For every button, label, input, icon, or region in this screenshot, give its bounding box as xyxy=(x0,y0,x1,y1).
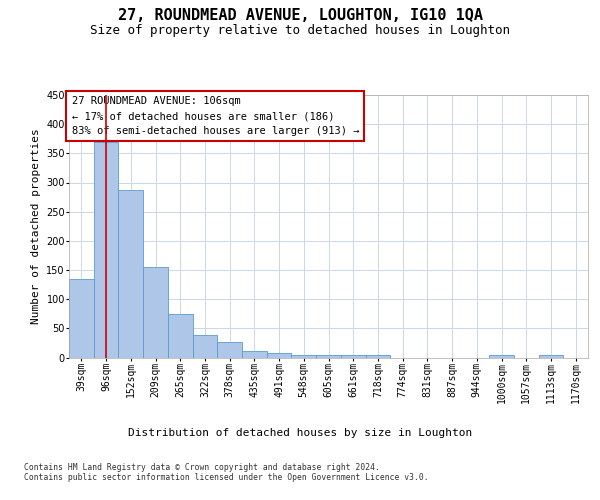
Bar xyxy=(539,355,563,358)
Text: Size of property relative to detached houses in Loughton: Size of property relative to detached ho… xyxy=(90,24,510,37)
Bar xyxy=(143,267,168,358)
Text: Contains HM Land Registry data © Crown copyright and database right 2024.
Contai: Contains HM Land Registry data © Crown c… xyxy=(24,462,428,482)
Text: Distribution of detached houses by size in Loughton: Distribution of detached houses by size … xyxy=(128,428,472,438)
Bar xyxy=(341,355,365,358)
Bar xyxy=(168,314,193,358)
Bar xyxy=(242,350,267,358)
Text: 27, ROUNDMEAD AVENUE, LOUGHTON, IG10 1QA: 27, ROUNDMEAD AVENUE, LOUGHTON, IG10 1QA xyxy=(118,8,482,22)
Bar xyxy=(489,355,514,358)
Bar xyxy=(94,142,118,358)
Bar xyxy=(365,355,390,358)
Text: 27 ROUNDMEAD AVENUE: 106sqm
← 17% of detached houses are smaller (186)
83% of se: 27 ROUNDMEAD AVENUE: 106sqm ← 17% of det… xyxy=(71,96,359,136)
Bar xyxy=(217,342,242,357)
Bar xyxy=(69,279,94,357)
Y-axis label: Number of detached properties: Number of detached properties xyxy=(31,128,41,324)
Bar xyxy=(267,354,292,358)
Bar xyxy=(292,354,316,358)
Bar xyxy=(193,336,217,357)
Bar xyxy=(118,190,143,358)
Bar xyxy=(316,355,341,358)
